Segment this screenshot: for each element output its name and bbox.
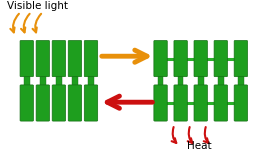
FancyBboxPatch shape bbox=[174, 40, 187, 77]
Bar bbox=[72, 76, 78, 86]
Bar bbox=[56, 76, 62, 86]
FancyBboxPatch shape bbox=[36, 40, 49, 77]
FancyBboxPatch shape bbox=[194, 85, 207, 121]
FancyBboxPatch shape bbox=[52, 85, 65, 121]
FancyBboxPatch shape bbox=[68, 40, 82, 77]
FancyBboxPatch shape bbox=[36, 85, 49, 121]
Text: Heat: Heat bbox=[187, 141, 212, 151]
Bar bbox=[178, 76, 183, 86]
FancyBboxPatch shape bbox=[84, 40, 98, 77]
Bar bbox=[24, 76, 30, 86]
FancyBboxPatch shape bbox=[154, 85, 167, 121]
FancyBboxPatch shape bbox=[234, 85, 248, 121]
Bar bbox=[238, 76, 244, 86]
FancyBboxPatch shape bbox=[234, 40, 248, 77]
Bar bbox=[40, 76, 46, 86]
Bar bbox=[88, 76, 94, 86]
Bar bbox=[218, 76, 224, 86]
FancyBboxPatch shape bbox=[174, 85, 187, 121]
FancyBboxPatch shape bbox=[214, 85, 227, 121]
Bar bbox=[198, 76, 204, 86]
FancyBboxPatch shape bbox=[20, 40, 34, 77]
FancyBboxPatch shape bbox=[84, 85, 98, 121]
FancyBboxPatch shape bbox=[194, 40, 207, 77]
FancyBboxPatch shape bbox=[154, 40, 167, 77]
Text: Visible light: Visible light bbox=[7, 1, 68, 11]
FancyBboxPatch shape bbox=[20, 85, 34, 121]
Bar bbox=[158, 76, 163, 86]
FancyBboxPatch shape bbox=[52, 40, 65, 77]
FancyBboxPatch shape bbox=[68, 85, 82, 121]
FancyBboxPatch shape bbox=[214, 40, 227, 77]
